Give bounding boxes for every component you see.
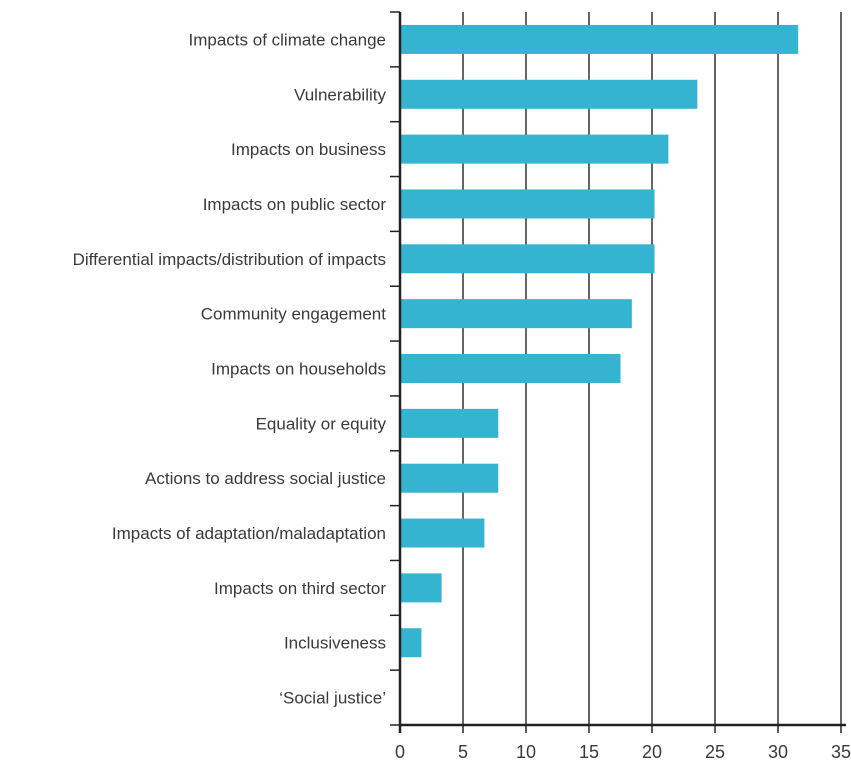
category-label-0: Impacts of climate change	[189, 30, 386, 49]
category-label-5: Community engagement	[201, 305, 386, 324]
bar-0	[400, 24, 799, 54]
x-tick-label-15: 15	[579, 742, 599, 762]
bar-6	[400, 354, 621, 383]
category-label-8: Actions to address social justice	[145, 469, 386, 488]
x-tick-label-35: 35	[831, 742, 851, 762]
x-tick-label-10: 10	[516, 742, 536, 762]
bar-11	[400, 628, 422, 658]
category-label-2: Impacts on business	[231, 140, 386, 159]
category-labels: Impacts of climate change Vulnerability Im…	[73, 30, 387, 707]
x-tick-label-20: 20	[642, 742, 662, 762]
category-label-3: Impacts on public sector	[203, 195, 387, 214]
bar-1	[400, 79, 698, 109]
category-label-9: Impacts of adaptation/maladaptation	[112, 524, 386, 543]
x-tick-label-5: 5	[458, 742, 468, 762]
bars	[400, 24, 799, 658]
tick-labels: 0 5 10 15 20 25 30 35	[395, 742, 851, 762]
bar-5	[400, 299, 632, 329]
category-label-10: Impacts on third sector	[214, 579, 386, 598]
category-label-6: Impacts on households	[211, 360, 386, 379]
category-label-4: Differential impacts/distribution of imp…	[73, 250, 386, 269]
bar-10	[400, 573, 442, 603]
category-label-7: Equality or equity	[256, 414, 387, 433]
x-tick-label-25: 25	[705, 742, 725, 762]
x-tick-label-0: 0	[395, 742, 405, 762]
category-label-1: Vulnerability	[294, 85, 386, 104]
axes	[390, 11, 846, 733]
bar-8	[400, 463, 499, 493]
bar-4	[400, 244, 655, 274]
category-label-11: Inclusiveness	[284, 634, 386, 653]
x-tick-label-30: 30	[768, 742, 788, 762]
bar-9	[400, 518, 485, 548]
bar-3	[400, 189, 655, 219]
category-label-12: ‘Social justice’	[279, 689, 386, 708]
bar-7	[400, 408, 499, 438]
bar-2	[400, 134, 669, 164]
